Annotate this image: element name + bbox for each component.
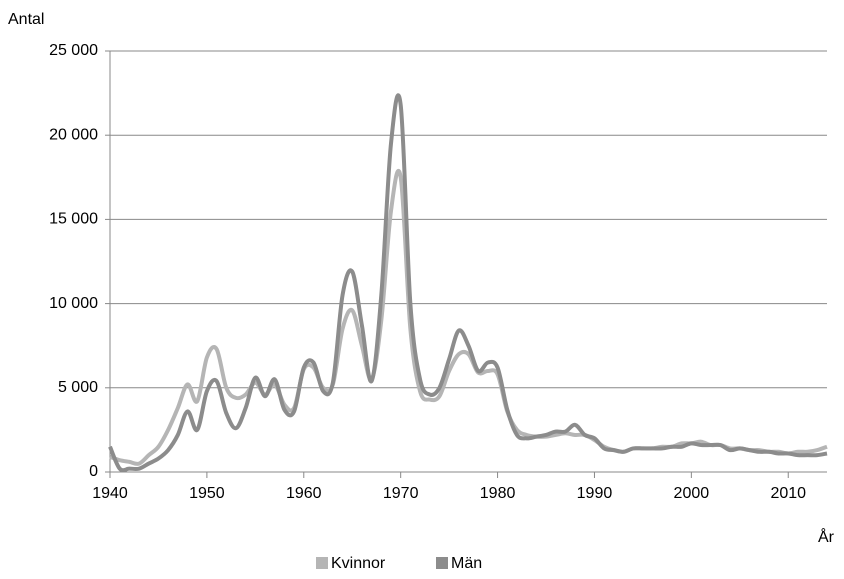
x-tick-label: 1980 — [480, 485, 516, 502]
x-tick-label: 1960 — [286, 485, 322, 502]
x-tick-label: 2010 — [770, 485, 806, 502]
y-tick-label: 0 — [89, 463, 98, 480]
y-tick-label: 20 000 — [49, 126, 98, 143]
y-axis-label: Antal — [8, 11, 44, 28]
y-tick-label: 25 000 — [49, 42, 98, 59]
line-series — [108, 93, 828, 473]
y-tick-label: 5 000 — [58, 379, 98, 396]
x-tick-label: 1950 — [189, 485, 225, 502]
x-tick-label: 1990 — [577, 485, 613, 502]
line-series — [109, 168, 828, 466]
x-axis-label: År — [818, 527, 835, 546]
legend-label: Män — [451, 555, 482, 572]
x-tick-label: 1970 — [383, 485, 419, 502]
y-tick-label: 15 000 — [49, 211, 98, 228]
legend-swatch — [316, 557, 328, 569]
x-tick-label: 1940 — [92, 485, 128, 502]
legend-swatch — [436, 557, 448, 569]
x-tick-label: 2000 — [674, 485, 710, 502]
y-tick-label: 10 000 — [49, 295, 98, 312]
legend-label: Kvinnor — [331, 555, 386, 572]
